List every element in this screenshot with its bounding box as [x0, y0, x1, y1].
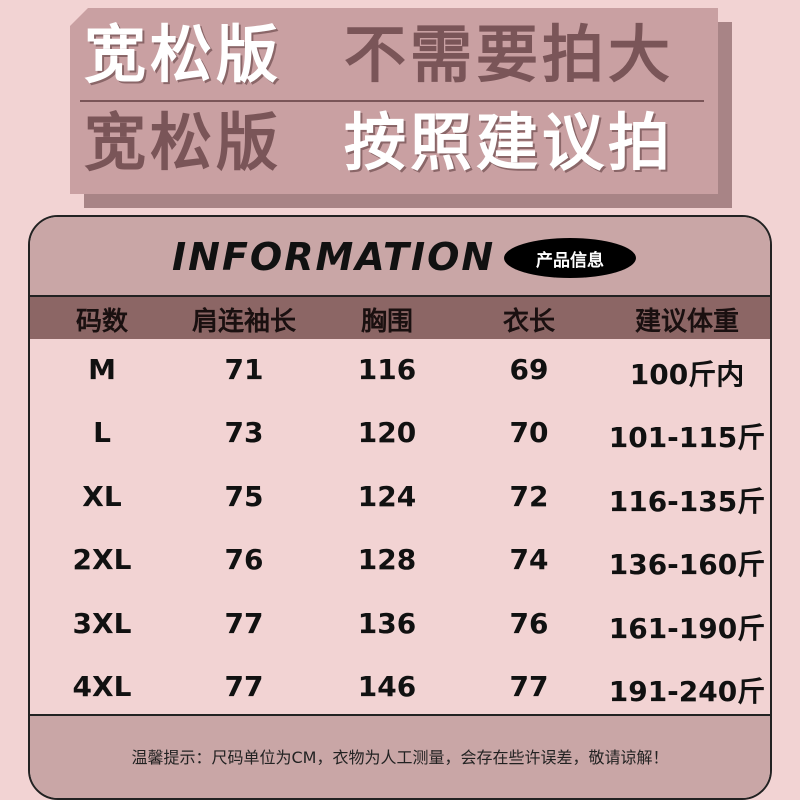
table-cell: 4XL: [72, 670, 132, 703]
table-cell: 116: [357, 353, 417, 386]
table-cell: 120: [357, 416, 417, 450]
table-cell: 77: [224, 670, 264, 703]
table-row: L 73 120 70 101-115斤: [30, 404, 770, 467]
table-cell: 2XL: [72, 543, 132, 577]
footer: 温馨提示：尺码单位为CM，衣物为人工测量，会存在些许误差，敬请谅解！: [30, 714, 770, 798]
table-cell: 101-115斤: [608, 421, 766, 455]
column-header: 建议体重: [634, 307, 740, 337]
banner-line1-right: 不需要拍大: [344, 18, 675, 91]
table-cell: 70: [509, 416, 549, 450]
table-cell: 100斤内: [629, 358, 745, 391]
table-cell: 69: [509, 353, 549, 386]
banner-line2-right: 按照建议拍: [344, 106, 675, 179]
column-header: 码数: [75, 307, 129, 337]
table-row: 4XL 77 146 77 191-240斤: [30, 658, 770, 721]
table-cell: 71: [224, 353, 264, 386]
column-header: 肩连袖长: [191, 307, 297, 337]
slogan-banner: 宽松版 不需要拍大 宽松版 按照建议拍: [70, 8, 718, 194]
table-cell: 74: [509, 543, 549, 577]
banner-divider: [80, 100, 704, 102]
table-cell: 191-240斤: [608, 675, 766, 708]
column-header: 胸围: [360, 307, 414, 337]
table-row: XL 75 124 72 116-135斤: [30, 468, 770, 531]
table-header-row: 码数 肩连袖长 胸围 衣长 建议体重: [30, 297, 770, 339]
table-cell: 77: [509, 670, 549, 703]
table-cell: 136: [357, 606, 417, 640]
column-header: 衣长: [502, 307, 556, 337]
banner-line1-left: 宽松版: [84, 18, 283, 91]
title-band: INFORMATION 产品信息: [30, 217, 770, 297]
table-row: 2XL 76 128 74 136-160斤: [30, 531, 770, 594]
table-cell: 161-190斤: [608, 611, 766, 645]
table-cell: 73: [224, 416, 264, 450]
table-cell: 128: [357, 543, 417, 577]
product-info-badge: 产品信息: [504, 238, 636, 278]
table-cell: 77: [224, 606, 264, 640]
table-row: 3XL 77 136 76 161-190斤: [30, 595, 770, 658]
table-cell: M: [88, 353, 116, 386]
size-note: 温馨提示：尺码单位为CM，衣物为人工测量，会存在些许误差，敬请谅解！: [131, 748, 669, 767]
table-cell: 76: [224, 543, 264, 577]
table-cell: 3XL: [72, 606, 132, 640]
size-table-card: INFORMATION 产品信息 码数 肩连袖长 胸围 衣长 建议体重 M 71 116 69…: [28, 215, 772, 800]
table-cell: XL: [82, 479, 122, 513]
table-title: INFORMATION: [172, 235, 496, 279]
table-row: M 71 116 69 100斤内: [30, 341, 770, 404]
table-cell: 72: [509, 479, 549, 513]
table-cell: 124: [357, 479, 417, 513]
banner-line2-left: 宽松版: [84, 106, 283, 179]
table-cell: 136-160斤: [608, 548, 766, 582]
table-cell: 76: [509, 606, 549, 640]
table-cell: L: [93, 416, 111, 450]
table-cell: 116-135斤: [608, 484, 766, 518]
table-cell: 146: [357, 670, 417, 703]
table-cell: 75: [224, 479, 264, 513]
